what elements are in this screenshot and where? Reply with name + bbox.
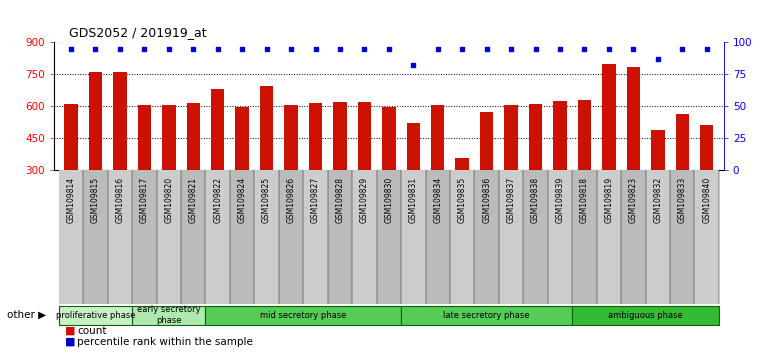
- Bar: [181, 170, 206, 304]
- Text: GSM109816: GSM109816: [116, 177, 125, 223]
- Bar: [675, 114, 689, 170]
- Bar: [480, 112, 494, 170]
- Text: GSM109815: GSM109815: [91, 177, 100, 223]
- Bar: [303, 170, 328, 304]
- Bar: [89, 72, 102, 170]
- Bar: [456, 158, 469, 170]
- Bar: [132, 170, 156, 304]
- Text: ambiguous phase: ambiguous phase: [608, 310, 683, 320]
- Bar: [651, 130, 665, 170]
- Bar: [156, 170, 181, 304]
- Text: GSM109814: GSM109814: [66, 177, 75, 223]
- Bar: [474, 170, 499, 304]
- Text: GSM109826: GSM109826: [286, 177, 296, 223]
- Text: other ▶: other ▶: [7, 310, 46, 320]
- Bar: [645, 170, 670, 304]
- Bar: [621, 170, 645, 304]
- Text: GSM109833: GSM109833: [678, 177, 687, 223]
- Text: ■: ■: [65, 337, 76, 347]
- Bar: [554, 101, 567, 170]
- Bar: [572, 306, 719, 325]
- Bar: [333, 102, 347, 170]
- Bar: [279, 170, 303, 304]
- Bar: [382, 107, 396, 170]
- Text: GSM109831: GSM109831: [409, 177, 418, 223]
- Text: GSM109824: GSM109824: [238, 177, 246, 223]
- Bar: [206, 170, 230, 304]
- Bar: [431, 104, 444, 170]
- Bar: [83, 170, 108, 304]
- Text: GSM109834: GSM109834: [434, 177, 442, 223]
- Text: count: count: [77, 326, 106, 336]
- Text: late secretory phase: late secretory phase: [444, 310, 530, 320]
- Text: GSM109839: GSM109839: [555, 177, 564, 223]
- Text: GSM109840: GSM109840: [702, 177, 711, 223]
- Bar: [254, 170, 279, 304]
- Bar: [113, 72, 126, 170]
- Text: GSM109822: GSM109822: [213, 177, 223, 223]
- Text: GSM109829: GSM109829: [360, 177, 369, 223]
- Text: GSM109828: GSM109828: [336, 177, 344, 223]
- Text: GSM109827: GSM109827: [311, 177, 320, 223]
- Text: GSM109820: GSM109820: [164, 177, 173, 223]
- Text: GSM109821: GSM109821: [189, 177, 198, 223]
- Bar: [426, 170, 450, 304]
- Bar: [547, 170, 572, 304]
- Bar: [529, 104, 542, 170]
- Bar: [504, 104, 517, 170]
- Bar: [284, 104, 298, 170]
- Bar: [309, 103, 322, 170]
- Bar: [186, 103, 200, 170]
- Text: percentile rank within the sample: percentile rank within the sample: [77, 337, 253, 347]
- Bar: [260, 86, 273, 170]
- Bar: [578, 100, 591, 170]
- Bar: [700, 125, 714, 170]
- Text: GSM109836: GSM109836: [482, 177, 491, 223]
- Bar: [352, 170, 377, 304]
- Text: GDS2052 / 201919_at: GDS2052 / 201919_at: [69, 26, 207, 39]
- Text: GSM109835: GSM109835: [457, 177, 467, 223]
- Text: early secretory
phase: early secretory phase: [137, 306, 201, 325]
- Text: proliferative phase: proliferative phase: [55, 310, 136, 320]
- Bar: [450, 170, 474, 304]
- Bar: [499, 170, 524, 304]
- Bar: [230, 170, 254, 304]
- Bar: [401, 170, 426, 304]
- Bar: [524, 170, 547, 304]
- Text: GSM109818: GSM109818: [580, 177, 589, 223]
- Bar: [108, 170, 132, 304]
- Bar: [59, 170, 83, 304]
- Bar: [206, 306, 401, 325]
- Bar: [602, 64, 615, 170]
- Text: GSM109838: GSM109838: [531, 177, 540, 223]
- Text: GSM109832: GSM109832: [653, 177, 662, 223]
- Text: GSM109830: GSM109830: [384, 177, 393, 223]
- Text: mid secretory phase: mid secretory phase: [260, 310, 346, 320]
- Bar: [358, 102, 371, 170]
- Bar: [695, 170, 719, 304]
- Bar: [132, 306, 206, 325]
- Text: GSM109817: GSM109817: [140, 177, 149, 223]
- Bar: [328, 170, 352, 304]
- Bar: [407, 123, 420, 170]
- Bar: [670, 170, 695, 304]
- Bar: [377, 170, 401, 304]
- Bar: [627, 67, 640, 170]
- Bar: [162, 105, 176, 170]
- Bar: [572, 170, 597, 304]
- Bar: [597, 170, 621, 304]
- Text: GSM109819: GSM109819: [604, 177, 614, 223]
- Bar: [138, 104, 151, 170]
- Text: ■: ■: [65, 326, 76, 336]
- Bar: [59, 306, 132, 325]
- Bar: [401, 306, 572, 325]
- Bar: [236, 107, 249, 170]
- Text: GSM109837: GSM109837: [507, 177, 516, 223]
- Text: GSM109823: GSM109823: [629, 177, 638, 223]
- Bar: [211, 89, 224, 170]
- Text: GSM109825: GSM109825: [262, 177, 271, 223]
- Bar: [64, 104, 78, 170]
